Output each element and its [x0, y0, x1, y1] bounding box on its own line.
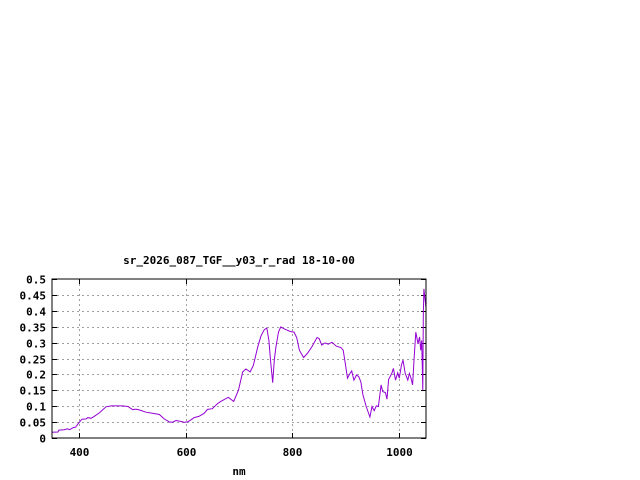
- x-tick-label: 600: [177, 446, 197, 459]
- x-axis-label: nm: [232, 465, 246, 478]
- y-tick-label: 0.25: [20, 354, 47, 367]
- y-tick-label: 0.4: [26, 306, 46, 319]
- x-tick-label: 400: [70, 446, 90, 459]
- x-axis: 400 600 800 1000: [70, 279, 413, 459]
- y-tick-label: 0.15: [20, 385, 47, 398]
- y-tick-label: 0: [39, 433, 46, 446]
- y-tick-label: 0.45: [20, 290, 47, 303]
- y-tick-label: 0.1: [26, 401, 46, 414]
- y-tick-label: 0.3: [26, 338, 46, 351]
- y-tick-label: 0.2: [26, 369, 46, 382]
- y-axis: 0 0.05 0.1 0.15 0.2 0.25 0.3 0.35 0.4 0.45 0.5: [20, 274, 426, 446]
- plot-frame: [51, 278, 427, 439]
- series-line: [51, 288, 427, 433]
- x-tick-label: 1000: [386, 446, 413, 459]
- y-tick-label: 0.05: [20, 417, 47, 430]
- chart-title: sr_2026_087_TGF__y03_r_rad 18-10-00: [123, 254, 355, 267]
- grid: [52, 279, 426, 438]
- x-tick-label: 800: [283, 446, 303, 459]
- y-tick-label: 0.5: [26, 274, 46, 287]
- y-tick-label: 0.35: [20, 322, 47, 335]
